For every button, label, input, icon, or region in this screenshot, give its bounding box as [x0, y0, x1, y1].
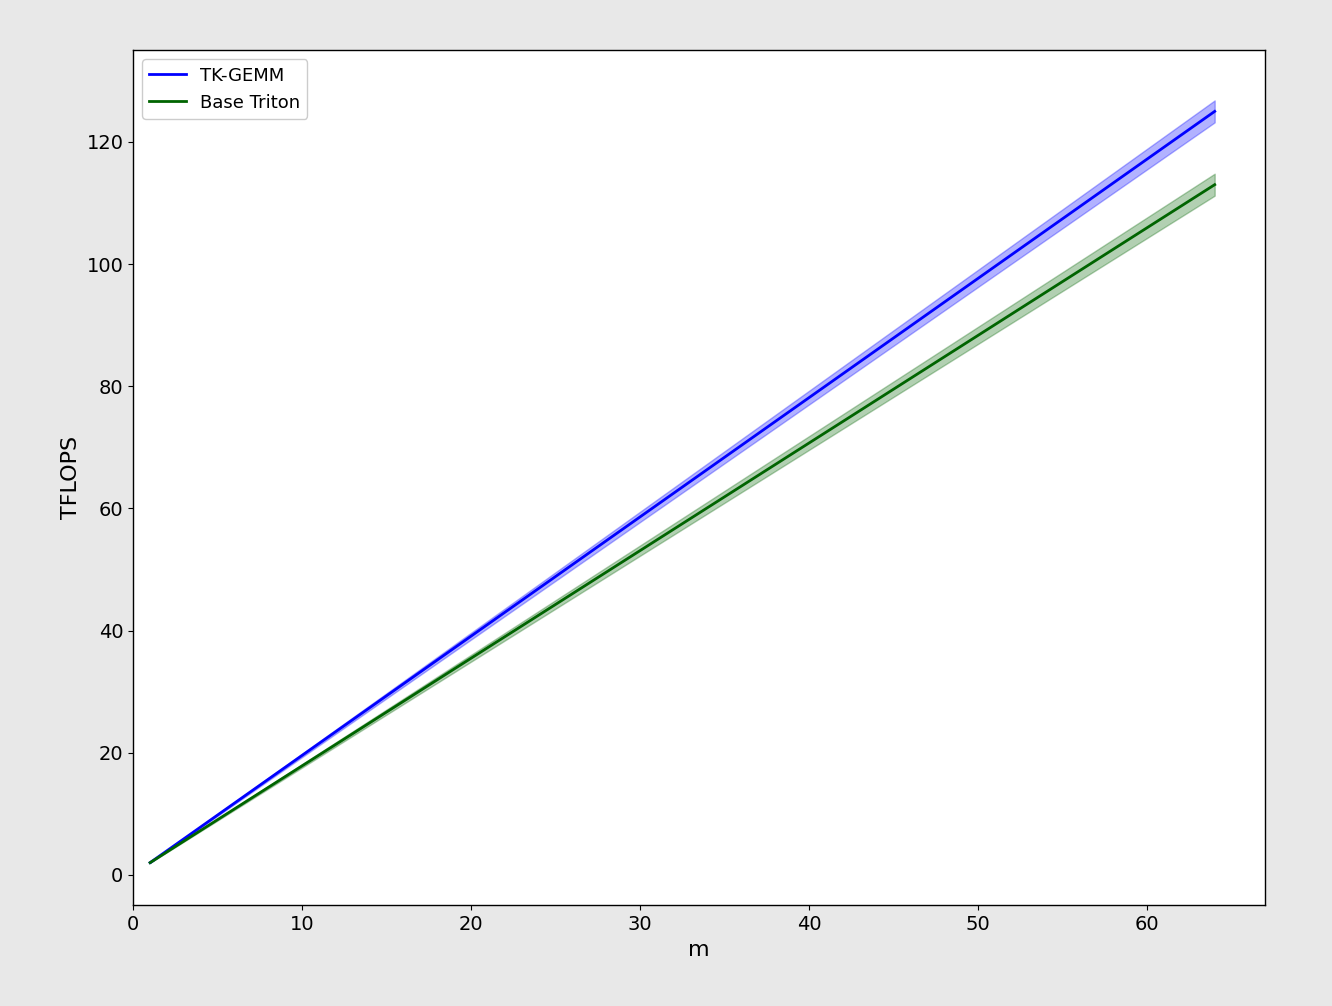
Line: TK-GEMM: TK-GEMM	[151, 112, 1215, 863]
TK-GEMM	[206, 811, 222, 823]
X-axis label: m: m	[689, 940, 710, 960]
Base Triton	[206, 816, 222, 828]
TK-GEMM	[340, 717, 356, 729]
Base Triton	[1116, 236, 1132, 248]
Line: Base Triton: Base Triton	[151, 185, 1215, 863]
Base Triton	[185, 829, 201, 841]
Y-axis label: TFLOPS: TFLOPS	[61, 437, 81, 519]
Base Triton	[143, 857, 159, 869]
TK-GEMM	[1154, 143, 1169, 155]
TK-GEMM	[1116, 170, 1132, 182]
TK-GEMM	[185, 826, 201, 838]
TK-GEMM	[1207, 106, 1223, 118]
Legend: TK-GEMM, Base Triton: TK-GEMM, Base Triton	[143, 59, 308, 119]
Base Triton	[340, 730, 356, 742]
TK-GEMM	[143, 857, 159, 869]
Base Triton	[1154, 212, 1169, 224]
Base Triton	[426, 676, 442, 688]
TK-GEMM	[426, 657, 442, 669]
Base Triton	[1207, 179, 1223, 191]
